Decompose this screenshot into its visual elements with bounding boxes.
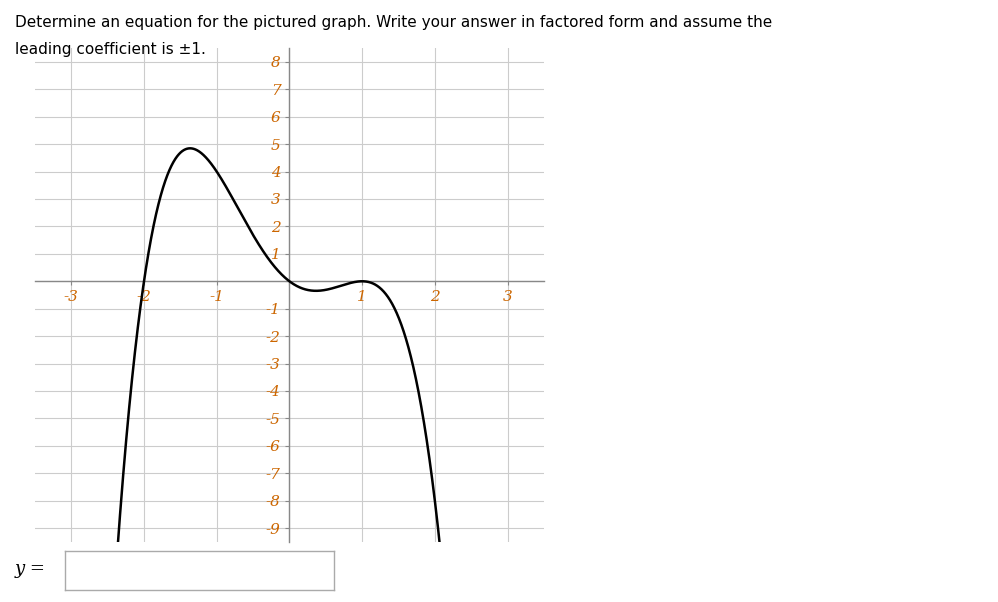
Text: y =: y = [15, 560, 46, 578]
Text: leading coefficient is ±1.: leading coefficient is ±1. [15, 42, 206, 57]
Text: Determine an equation for the pictured graph. Write your answer in factored form: Determine an equation for the pictured g… [15, 15, 772, 30]
